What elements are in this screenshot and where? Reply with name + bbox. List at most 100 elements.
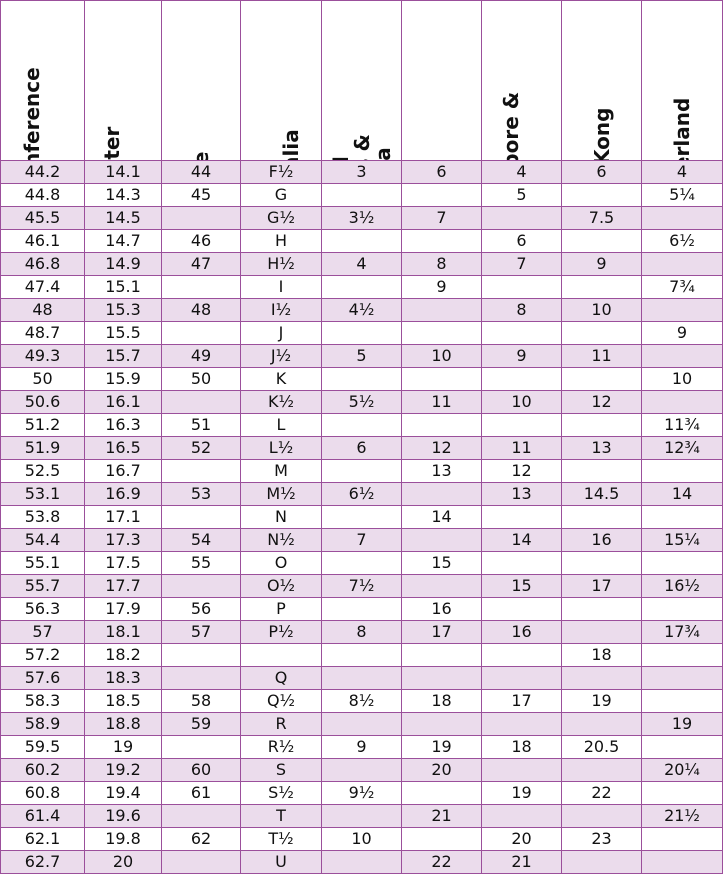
table-cell	[481, 413, 562, 437]
table-cell: 6	[481, 229, 562, 253]
table-cell: 4	[641, 160, 723, 184]
table-row: 51.9 16.5 52 L½ 6 12 11 13 12¾	[0, 436, 723, 460]
table-cell: 12	[401, 436, 482, 460]
table-row: 46.8 14.9 47 H½ 4 8 7 9	[0, 252, 723, 276]
table-cell: 60.2	[0, 758, 85, 782]
table-cell: 12¾	[641, 436, 723, 460]
table-cell: 14.5	[84, 206, 162, 230]
table-row: 57 18.1 57 P½ 8 17 16 17¾	[0, 620, 723, 644]
table-cell: 59	[161, 712, 241, 736]
table-cell: 57	[161, 620, 241, 644]
table-cell: 14.5	[561, 482, 642, 506]
table-cell: 60.8	[0, 781, 85, 805]
table-cell	[401, 229, 482, 253]
table-cell: 53.1	[0, 482, 85, 506]
table-cell: 9	[561, 252, 642, 276]
table-cell: 19.6	[84, 804, 162, 828]
table-row: 58.3 18.5 58 Q½ 8½ 18 17 19	[0, 689, 723, 713]
table-cell: 14.1	[84, 160, 162, 184]
column-header: UK & Australia	[240, 0, 322, 161]
table-cell: 15.9	[84, 367, 162, 391]
column-header-label: Circumference (mm)	[19, 67, 44, 161]
table-cell: 16½	[641, 574, 723, 598]
table-cell: 9	[481, 344, 562, 368]
table-cell: 9½	[321, 781, 402, 805]
table-cell: 15	[401, 551, 482, 575]
table-cell: 17¾	[641, 620, 723, 644]
table-cell	[561, 275, 642, 299]
table-cell: G	[240, 183, 322, 207]
table-cell: 20	[481, 827, 562, 851]
table-cell: 7¾	[641, 275, 723, 299]
table-cell: 14	[641, 482, 723, 506]
column-header: Switzerland	[641, 0, 723, 161]
table-cell	[401, 413, 482, 437]
table-cell: 57.6	[0, 666, 85, 690]
table-cell: 16.1	[84, 390, 162, 414]
table-row: 50 15.9 50 K 10	[0, 367, 723, 391]
column-header-label: Europe	[189, 152, 213, 160]
table-cell: 14	[401, 505, 482, 529]
table-cell	[481, 275, 562, 299]
table-cell	[401, 666, 482, 690]
table-cell: 54	[161, 528, 241, 552]
table-cell	[641, 781, 723, 805]
table-cell	[561, 459, 642, 483]
table-cell	[481, 321, 562, 345]
table-cell: 47.4	[0, 275, 85, 299]
table-cell: 52	[161, 436, 241, 460]
table-cell: 15.5	[84, 321, 162, 345]
table-cell: 55	[161, 551, 241, 575]
table-cell: I	[240, 275, 322, 299]
table-cell: 62.7	[0, 850, 85, 874]
table-cell: H	[240, 229, 322, 253]
table-cell: 46	[161, 229, 241, 253]
table-cell: 6	[321, 436, 402, 460]
table-cell: 11	[561, 344, 642, 368]
table-cell: 4½	[321, 298, 402, 322]
table-cell: P	[240, 597, 322, 621]
table-cell: 12	[481, 459, 562, 483]
table-cell: J½	[240, 344, 322, 368]
table-row: 52.5 16.7 M 13 12	[0, 459, 723, 483]
table-cell: 62	[161, 827, 241, 851]
table-cell: 11¾	[641, 413, 723, 437]
table-cell	[641, 689, 723, 713]
table-cell: 50	[0, 367, 85, 391]
table-cell: 10	[401, 344, 482, 368]
table-cell: 8½	[321, 689, 402, 713]
table-cell	[321, 850, 402, 874]
table-cell: 19	[84, 735, 162, 759]
table-cell: 16	[401, 597, 482, 621]
column-header-label: Diameter (mm)	[100, 81, 144, 160]
table-row: 46.1 14.7 46 H 6 6½	[0, 229, 723, 253]
table-cell: 10	[561, 298, 642, 322]
table-cell: 4	[481, 160, 562, 184]
table-cell: 49.3	[0, 344, 85, 368]
table-cell: K	[240, 367, 322, 391]
table-cell: T½	[240, 827, 322, 851]
table-cell: 48	[161, 298, 241, 322]
table-cell: 46.1	[0, 229, 85, 253]
table-cell	[321, 275, 402, 299]
table-cell: 13	[401, 459, 482, 483]
table-cell	[561, 597, 642, 621]
table-cell	[321, 643, 402, 667]
table-cell: 56	[161, 597, 241, 621]
table-cell	[641, 459, 723, 483]
table-cell	[161, 850, 241, 874]
column-header: Singapore & Japan	[481, 0, 562, 161]
table-cell: 15.3	[84, 298, 162, 322]
table-cell: 17.7	[84, 574, 162, 598]
table-cell	[561, 229, 642, 253]
table-row: 49.3 15.7 49 J½ 5 10 9 11	[0, 344, 723, 368]
table-cell: 16	[561, 528, 642, 552]
table-row: 48 15.3 48 I½ 4½ 8 10	[0, 298, 723, 322]
table-cell	[641, 643, 723, 667]
table-cell	[401, 183, 482, 207]
table-cell	[561, 850, 642, 874]
table-cell: 58.9	[0, 712, 85, 736]
table-cell: 6½	[321, 482, 402, 506]
table-cell: 18	[481, 735, 562, 759]
table-row: 53.8 17.1 N 14	[0, 505, 723, 529]
